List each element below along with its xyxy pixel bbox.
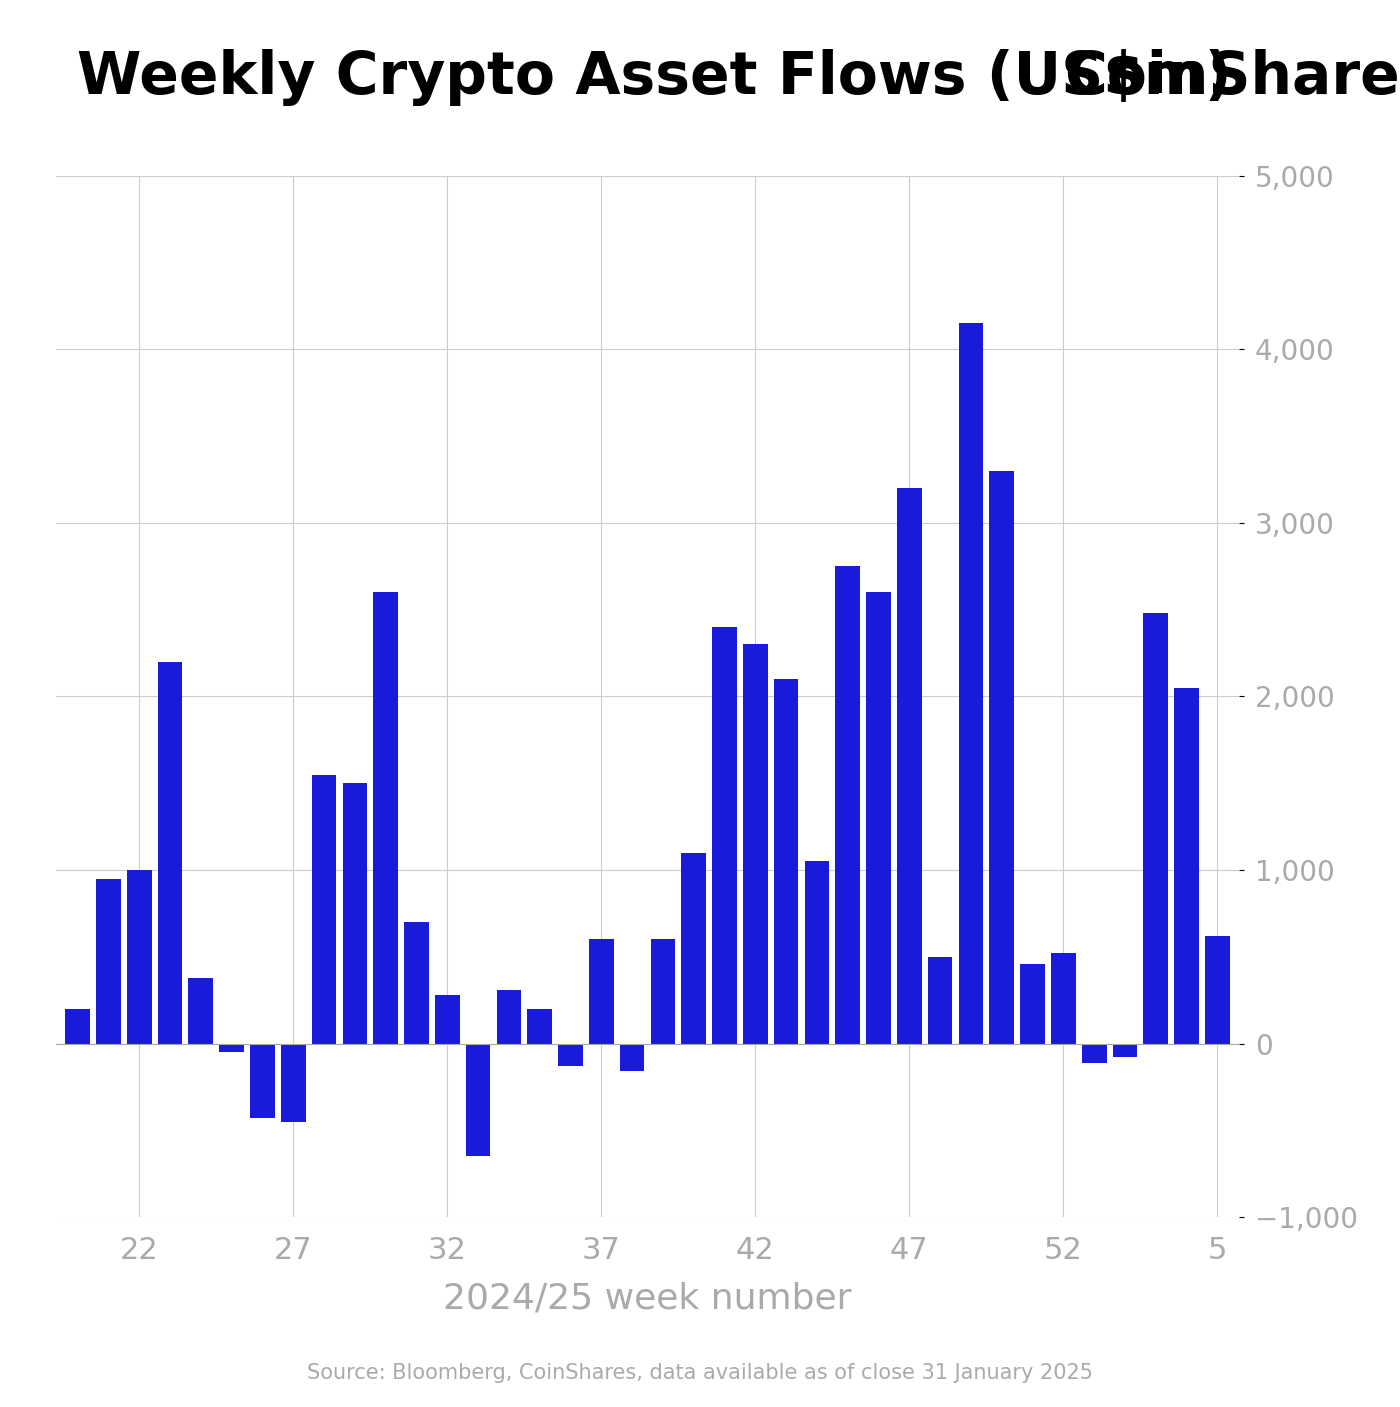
Bar: [405, 922, 428, 1044]
Bar: [682, 853, 706, 1044]
Bar: [281, 1044, 305, 1121]
Bar: [1021, 964, 1044, 1044]
Bar: [374, 592, 398, 1044]
Bar: [343, 784, 367, 1044]
Bar: [528, 1009, 552, 1044]
Bar: [251, 1044, 274, 1119]
Bar: [805, 861, 829, 1044]
Bar: [158, 661, 182, 1044]
Bar: [559, 1044, 582, 1067]
Bar: [220, 1044, 244, 1052]
Bar: [620, 1044, 644, 1071]
Bar: [651, 940, 675, 1044]
Bar: [774, 680, 798, 1044]
Text: Source: Bloomberg, CoinShares, data available as of close 31 January 2025: Source: Bloomberg, CoinShares, data avai…: [307, 1363, 1093, 1383]
Bar: [1144, 613, 1168, 1044]
Bar: [312, 774, 336, 1044]
Bar: [743, 644, 767, 1044]
Bar: [1175, 688, 1198, 1044]
Bar: [1082, 1044, 1106, 1062]
Bar: [836, 566, 860, 1044]
Bar: [897, 488, 921, 1044]
Bar: [466, 1044, 490, 1157]
Bar: [1205, 936, 1229, 1044]
Bar: [435, 995, 459, 1044]
Bar: [713, 628, 736, 1044]
Bar: [497, 989, 521, 1044]
Bar: [1113, 1044, 1137, 1058]
Bar: [127, 870, 151, 1044]
Bar: [867, 592, 890, 1044]
Bar: [990, 471, 1014, 1044]
Text: CoinShares: CoinShares: [1064, 49, 1400, 107]
Bar: [959, 324, 983, 1044]
Bar: [189, 978, 213, 1044]
Bar: [97, 878, 120, 1044]
X-axis label: 2024/25 week number: 2024/25 week number: [444, 1282, 851, 1316]
Bar: [928, 957, 952, 1044]
Bar: [589, 940, 613, 1044]
Text: Weekly Crypto Asset Flows (US$m): Weekly Crypto Asset Flows (US$m): [77, 49, 1232, 107]
Bar: [1051, 954, 1075, 1044]
Bar: [66, 1009, 90, 1044]
